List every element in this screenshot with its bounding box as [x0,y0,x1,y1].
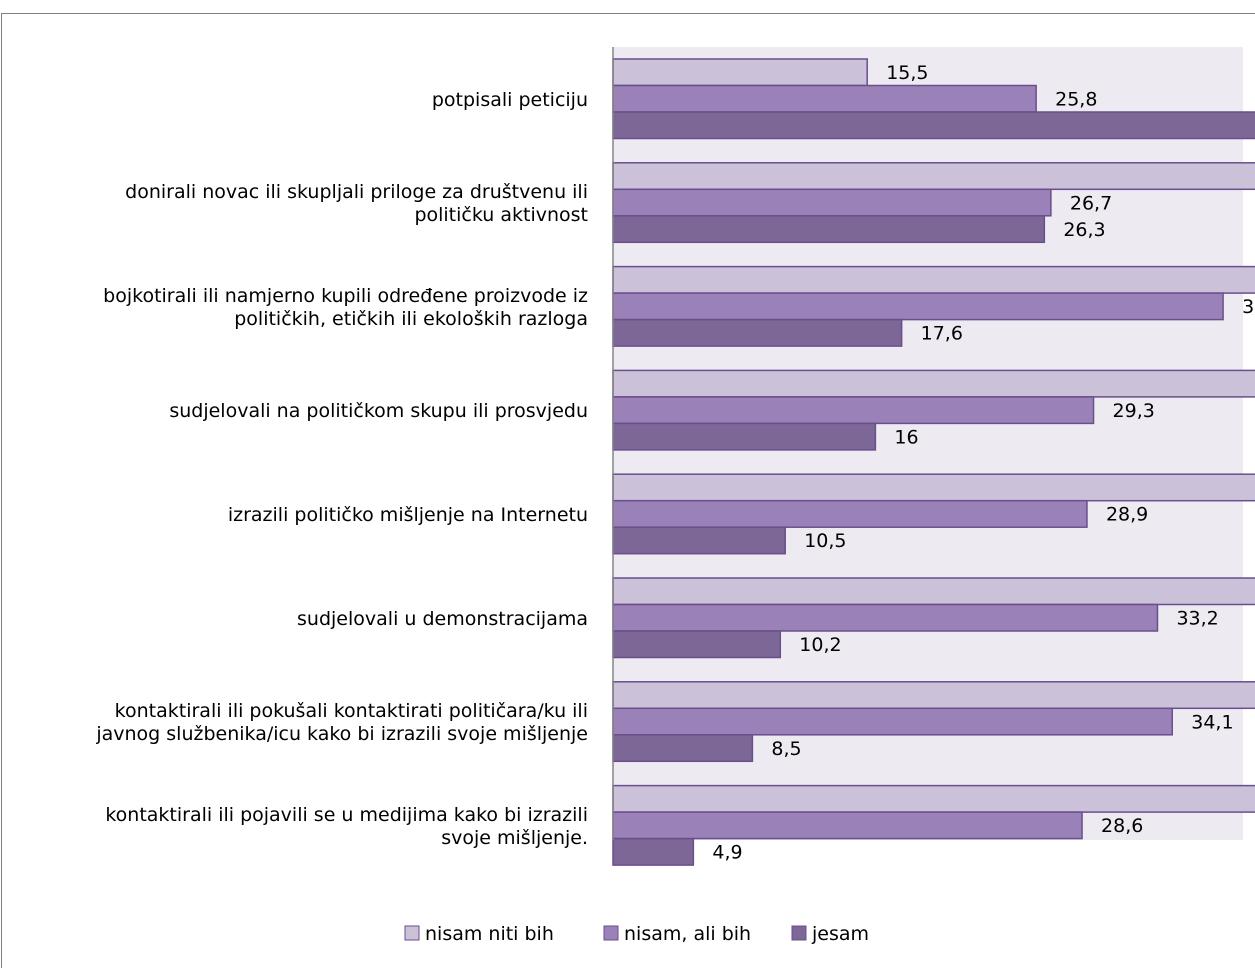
legend-swatch [603,925,619,941]
bar [612,603,1159,632]
bar [612,396,1095,425]
legend-label: nisam niti bih [425,923,554,945]
bar [612,630,782,659]
bar [612,84,1037,113]
category-label: izrazili političko mišljenje na Internet… [228,504,588,526]
data-label: 28,9 [1106,504,1148,526]
category-label: političku aktivnost [414,204,588,226]
data-label: 10,2 [799,634,841,656]
chart-frame [1,13,1255,968]
data-label: 17,6 [921,323,963,345]
bar [612,318,903,347]
category-label: donirali novac ili skupljali priloge za … [125,181,588,203]
bar [612,681,1255,710]
bar [612,292,1224,321]
data-label: 33,2 [1176,608,1218,630]
bar [612,499,1088,528]
bar [612,58,868,87]
category-label: sudjelovali na političkom skupu ili pros… [169,400,588,422]
bar [612,422,877,451]
category-label: javnog službenika/icu kako bi izrazili s… [95,723,588,745]
category-label: političkih, etičkih ili ekoloških razlog… [234,308,588,330]
data-label: 4,9 [712,842,742,864]
category-label: sudjelovali u demonstracijama [297,608,588,630]
bar [612,111,1255,140]
bar [612,188,1052,217]
bar [612,577,1255,606]
category-label: kontaktirali ili pojavili se u medijima … [105,804,588,826]
category-label: bojkotirali ili namjerno kupili određene… [103,285,588,307]
category-label: kontaktirali ili pokušali kontaktirati p… [115,700,588,722]
legend-swatch [791,925,807,941]
data-label: 26,7 [1070,192,1112,214]
bar [612,811,1083,840]
bar [612,734,754,763]
category-label: potpisali peticiju [432,89,588,111]
data-label: 34,1 [1191,711,1233,733]
category-label: svoje mišljenje. [441,827,588,849]
data-label: 28,6 [1101,815,1143,837]
data-label: 29,3 [1113,400,1155,422]
data-label: 26,3 [1063,219,1105,241]
legend-label: nisam, ali bih [624,923,751,945]
bar [612,707,1173,736]
bar [612,265,1255,294]
data-label: 15,5 [886,62,928,84]
data-label: 37,2 [1242,296,1255,318]
data-label: 8,5 [771,738,801,760]
legend-swatch [404,925,420,941]
bar [612,473,1255,502]
bar [612,215,1046,244]
bar [612,784,1255,813]
bar [612,526,786,555]
bar [612,837,695,866]
bar [612,162,1255,191]
data-label: 16 [894,426,918,448]
bar [612,369,1255,398]
data-label: 10,5 [804,530,846,552]
data-label: 25,8 [1055,89,1097,111]
legend-label: jesam [811,923,869,945]
